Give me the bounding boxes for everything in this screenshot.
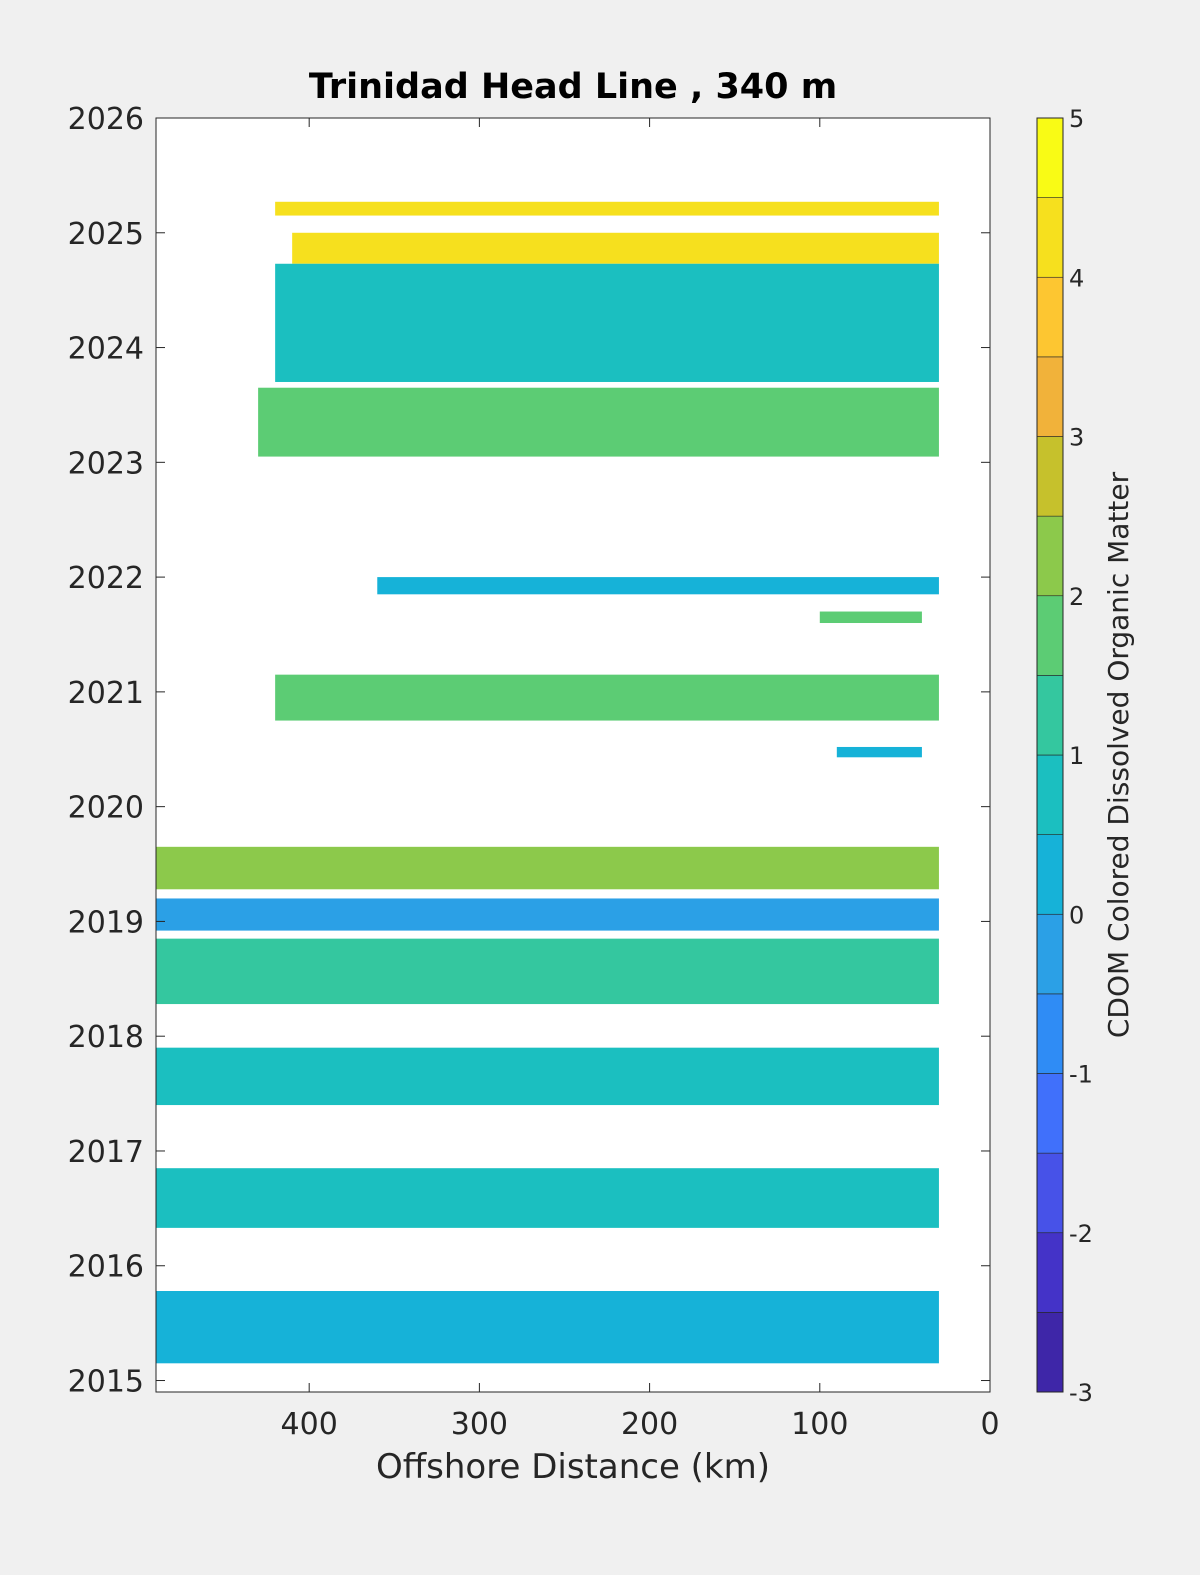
x-tick-label: 400 xyxy=(281,1407,338,1442)
colorbar-segment xyxy=(1036,834,1064,915)
contour-band-10 xyxy=(156,938,939,1005)
plot-frame xyxy=(155,117,991,1393)
colorbar-tick-label: 5 xyxy=(1069,105,1084,133)
colorbar-tick-label: -3 xyxy=(1069,1379,1093,1407)
colorbar-tick-label: -1 xyxy=(1069,1061,1093,1089)
colorbar-segment xyxy=(1036,356,1064,437)
contour-band-0 xyxy=(275,201,939,216)
colorbar-segment xyxy=(1036,117,1064,198)
contour-band-12 xyxy=(156,1168,939,1228)
contour-band-7 xyxy=(836,746,922,758)
y-tick-label: 2025 xyxy=(68,217,144,252)
y-tick-label: 2015 xyxy=(68,1365,144,1400)
colorbar-segment xyxy=(1036,1312,1064,1393)
x-tick-label: 0 xyxy=(980,1407,999,1442)
colorbar-segment xyxy=(1036,675,1064,756)
x-tick-label: 100 xyxy=(791,1407,848,1442)
contour-band-9 xyxy=(156,898,939,931)
colorbar-tick-label: -2 xyxy=(1069,1220,1093,1248)
contour-band-4 xyxy=(377,577,939,595)
contour-band-8 xyxy=(156,846,939,890)
contour-band-11 xyxy=(156,1047,939,1106)
colorbar-segment xyxy=(1036,276,1064,358)
colorbar-segment xyxy=(1036,754,1064,835)
colorbar-segment xyxy=(1036,1073,1064,1154)
colorbar-segment xyxy=(1036,515,1064,597)
y-tick-label: 2017 xyxy=(68,1135,144,1170)
colorbar-segment xyxy=(1036,1232,1064,1313)
y-tick-label: 2018 xyxy=(68,1020,144,1055)
colorbar-segment xyxy=(1036,993,1064,1074)
y-tick-label: 2021 xyxy=(68,676,144,711)
contour-band-2 xyxy=(275,263,939,382)
colorbar-tick-label: 1 xyxy=(1069,742,1084,770)
contour-band-1 xyxy=(292,232,939,264)
colorbar-segment xyxy=(1036,436,1064,517)
colorbar-tick-label: 4 xyxy=(1069,264,1084,292)
colorbar-tick-label: 2 xyxy=(1069,583,1084,611)
contour-bands xyxy=(156,201,939,1364)
y-axis-ticks: 2015 2016 2017 2018 2019 2020 2021 2022 2023 2024… xyxy=(68,102,990,1400)
colorbar-segment xyxy=(1036,1152,1064,1234)
colorbar-segment xyxy=(1036,197,1064,278)
colorbar-label: CDOM Colored Dissolved Organic Matter xyxy=(1102,471,1135,1038)
colorbar: 5 4 3 2 1 0 -1 -2 -3 xyxy=(1036,105,1093,1407)
contour-band-6 xyxy=(275,674,939,721)
colorbar-tick-label: 0 xyxy=(1069,901,1084,929)
contour-band-13 xyxy=(156,1290,939,1364)
x-tick-label: 200 xyxy=(621,1407,678,1442)
colorbar-frame xyxy=(1036,117,1064,1393)
colorbar-tick-label: 3 xyxy=(1069,424,1084,452)
x-axis-ticks: 400 300 200 100 0 xyxy=(281,118,1000,1442)
y-tick-label: 2019 xyxy=(68,905,144,940)
x-axis-label: Offshore Distance (km) xyxy=(376,1447,770,1487)
y-tick-label: 2022 xyxy=(68,561,144,596)
contour-band-5 xyxy=(819,611,922,624)
y-tick-label: 2024 xyxy=(68,332,144,367)
y-tick-label: 2026 xyxy=(68,102,144,137)
y-tick-label: 2016 xyxy=(68,1250,144,1285)
colorbar-segment xyxy=(1036,595,1064,676)
contour-band-3 xyxy=(258,387,939,457)
x-tick-label: 300 xyxy=(451,1407,508,1442)
y-tick-label: 2020 xyxy=(68,791,144,826)
y-tick-label: 2023 xyxy=(68,446,144,481)
colorbar-segment xyxy=(1036,913,1064,995)
chart-title: Trinidad Head Line , 340 m xyxy=(309,67,837,107)
